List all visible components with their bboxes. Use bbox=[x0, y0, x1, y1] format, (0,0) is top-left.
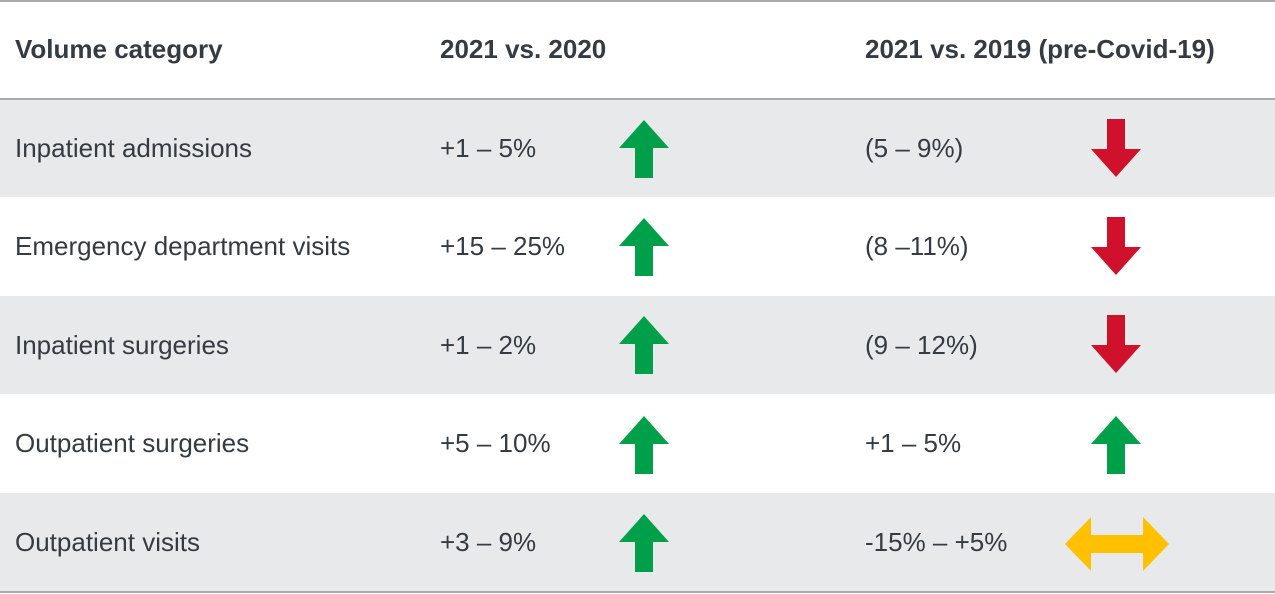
change-cell: +1 – 5% bbox=[440, 133, 536, 163]
change-cell: -15% – +5% bbox=[865, 527, 1007, 557]
category-cell: Emergency department visits bbox=[15, 231, 350, 261]
up-arrow bbox=[619, 416, 669, 474]
change-cell: +5 – 10% bbox=[440, 428, 551, 458]
header-cell: Volume category bbox=[15, 34, 223, 64]
category-cell: Inpatient admissions bbox=[15, 133, 252, 163]
down-arrow bbox=[1091, 217, 1141, 275]
category-cell: Inpatient surgeries bbox=[15, 330, 229, 360]
change-cell: +1 – 2% bbox=[440, 330, 536, 360]
category-cell: Outpatient visits bbox=[15, 527, 200, 557]
change-cell: (9 – 12%) bbox=[865, 330, 978, 360]
change-cell: +3 – 9% bbox=[440, 527, 536, 557]
header-cell: 2021 vs. 2019 (pre-Covid-19) bbox=[865, 34, 1215, 64]
category-cell: Outpatient surgeries bbox=[15, 428, 249, 458]
up-arrow bbox=[619, 218, 669, 276]
change-cell: (5 – 9%) bbox=[865, 133, 963, 163]
change-cell: +1 – 5% bbox=[865, 428, 961, 458]
header-cell: 2021 vs. 2020 bbox=[440, 34, 606, 64]
change-cell: (8 –11%) bbox=[865, 231, 969, 261]
change-cell: +15 – 25% bbox=[440, 231, 565, 261]
up-arrow bbox=[1091, 416, 1141, 474]
